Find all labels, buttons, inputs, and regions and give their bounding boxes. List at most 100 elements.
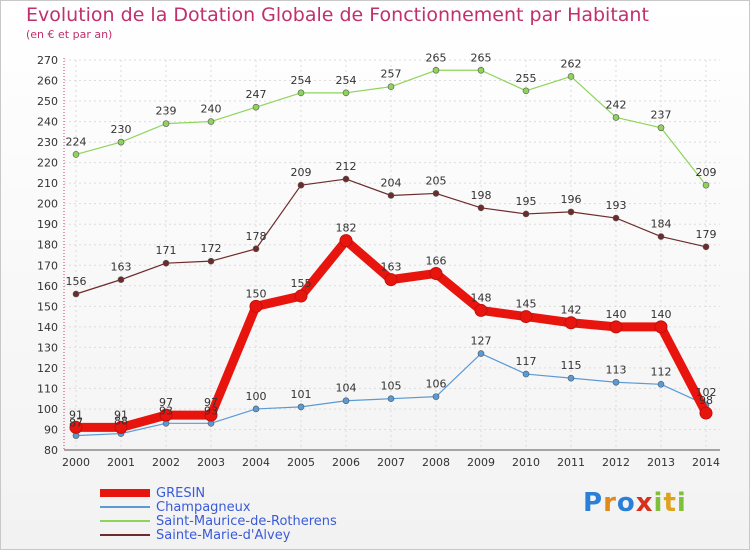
data-point	[429, 266, 443, 280]
y-tick-label: 250	[37, 95, 58, 108]
data-point	[654, 320, 668, 334]
legend-label: Champagneux	[156, 499, 251, 515]
data-point	[294, 289, 308, 303]
y-tick-label: 140	[37, 321, 58, 334]
data-label: 91	[69, 408, 83, 421]
y-tick-label: 80	[44, 444, 58, 457]
legend-swatch	[100, 534, 150, 536]
legend-label: Sainte-Marie-d'Alvey	[156, 527, 291, 543]
data-label: 150	[246, 287, 267, 300]
y-tick-label: 120	[37, 362, 58, 375]
data-label: 182	[336, 222, 357, 235]
data-label: 113	[606, 363, 627, 376]
data-point	[612, 114, 620, 121]
data-label: 254	[336, 74, 357, 87]
data-point	[657, 381, 665, 388]
data-point	[69, 420, 83, 434]
data-point	[387, 83, 395, 90]
chart-subtitle: (en € et par an)	[26, 28, 113, 41]
data-label: 117	[516, 355, 537, 368]
y-tick-label: 210	[37, 177, 58, 190]
x-tick-label: 2002	[152, 456, 180, 469]
data-point	[162, 259, 170, 267]
data-point	[477, 350, 485, 357]
data-label: 115	[561, 359, 582, 372]
data-label: 239	[156, 105, 177, 118]
y-tick-label: 150	[37, 300, 58, 313]
data-label: 97	[204, 396, 218, 409]
proxiti-logo: Proxiti	[583, 488, 687, 518]
data-label: 148	[471, 291, 492, 304]
data-label: 257	[381, 68, 402, 81]
y-tick-label: 200	[37, 198, 58, 211]
data-point	[117, 276, 125, 283]
data-label: 265	[471, 51, 492, 64]
data-point	[339, 234, 353, 248]
y-tick-label: 230	[37, 136, 58, 149]
y-tick-label: 190	[37, 218, 58, 231]
data-point	[612, 378, 620, 386]
data-label: 196	[561, 193, 582, 206]
data-label: 254	[291, 74, 312, 87]
data-label: 93	[159, 404, 173, 417]
x-tick-label: 2000	[62, 456, 90, 469]
x-tick-label: 2003	[197, 456, 225, 469]
data-label: 155	[291, 277, 312, 290]
data-point	[297, 181, 305, 189]
legend-label: GRESIN	[156, 485, 206, 501]
data-label: 240	[201, 103, 222, 116]
data-point	[522, 210, 530, 218]
data-label: 145	[516, 298, 537, 311]
data-point	[207, 257, 215, 265]
data-label: 163	[381, 261, 402, 274]
data-point	[159, 408, 173, 422]
data-point	[252, 103, 260, 111]
data-point	[249, 299, 263, 313]
legend-item: Saint-Maurice-de-Rotherens	[100, 514, 337, 529]
data-point	[252, 405, 260, 413]
x-tick-label: 2009	[467, 456, 495, 469]
data-label: 166	[426, 254, 447, 267]
data-label: 255	[516, 72, 537, 85]
data-point	[342, 175, 350, 183]
data-label: 198	[471, 189, 492, 202]
x-tick-label: 2014	[692, 456, 720, 469]
data-point	[117, 138, 125, 146]
data-point	[609, 320, 623, 334]
x-tick-label: 2005	[287, 456, 315, 469]
data-point	[702, 181, 710, 189]
data-point	[522, 370, 530, 378]
data-point	[387, 192, 395, 199]
data-label: 224	[66, 135, 87, 148]
chart-title: Evolution de la Dotation Globale de Fonc…	[26, 4, 649, 26]
data-label: 98	[699, 394, 713, 407]
y-tick-label: 270	[37, 54, 58, 67]
data-label: 237	[651, 109, 672, 122]
legend-item: Sainte-Marie-d'Alvey	[100, 527, 337, 543]
y-tick-label: 170	[37, 259, 58, 272]
legend-item: Champagneux	[100, 499, 337, 515]
data-label: 171	[156, 244, 177, 257]
y-tick-label: 180	[37, 239, 58, 252]
data-label: 204	[381, 176, 402, 189]
data-point	[252, 245, 260, 253]
data-label: 100	[246, 390, 267, 403]
data-point	[702, 243, 710, 251]
data-point	[297, 89, 305, 97]
legend: GRESIN Champagneux Saint-Maurice-de-Rother…	[100, 485, 337, 543]
data-point	[72, 151, 80, 158]
y-tick-label: 100	[37, 403, 58, 416]
data-label: 102	[696, 386, 717, 399]
y-tick-label: 110	[37, 382, 58, 395]
data-point	[477, 66, 485, 74]
data-label: 265	[426, 51, 447, 64]
data-point	[162, 120, 170, 127]
data-point	[387, 395, 395, 402]
data-label: 93	[204, 404, 218, 417]
data-label: 247	[246, 88, 267, 101]
data-label: 209	[291, 166, 312, 179]
data-label: 230	[111, 123, 132, 136]
data-label: 106	[426, 378, 447, 391]
data-label: 140	[606, 308, 627, 321]
